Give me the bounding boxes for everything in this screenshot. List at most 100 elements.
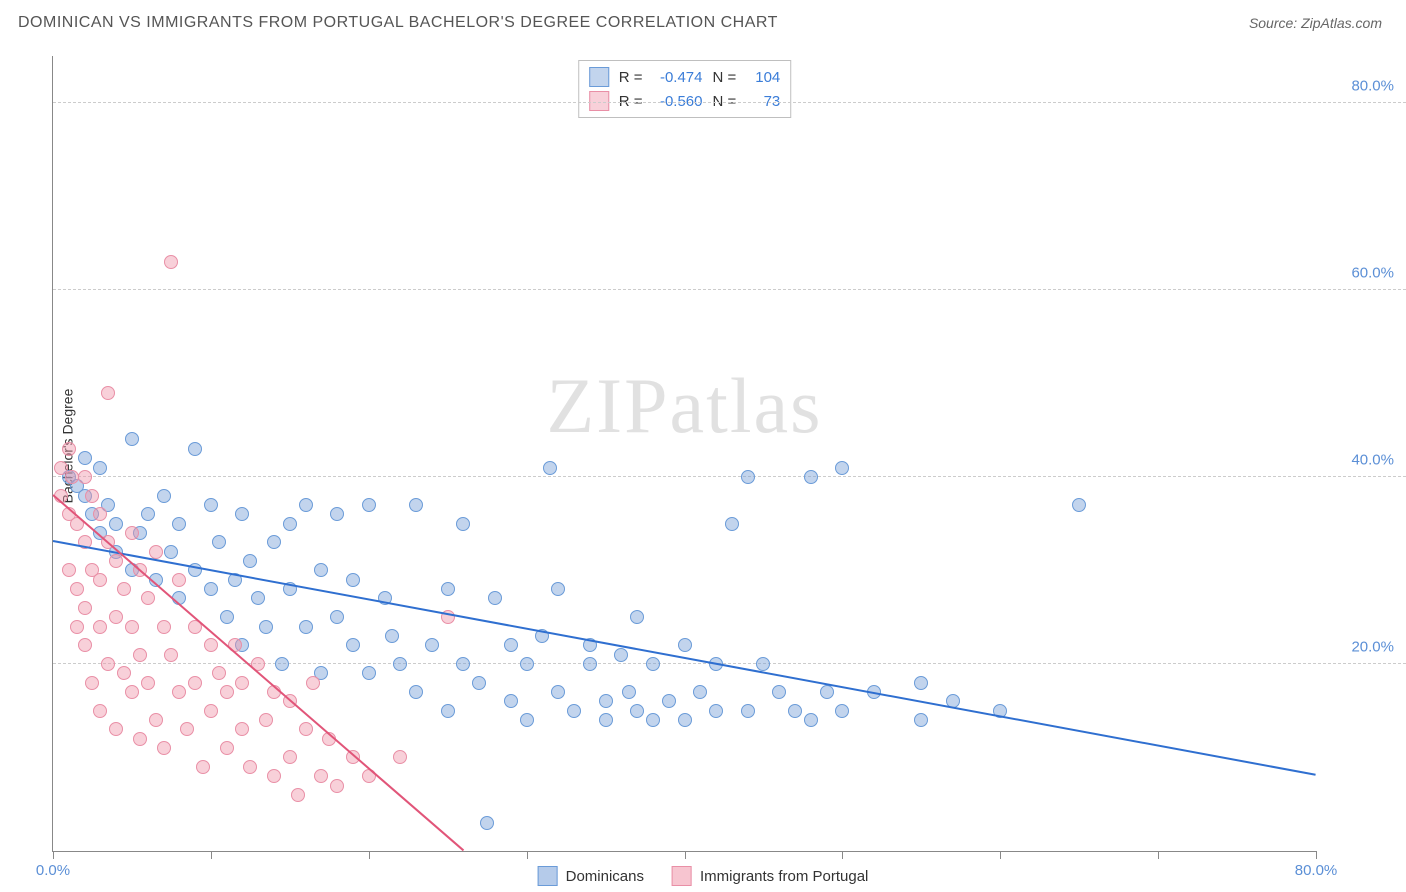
scatter-point: [804, 470, 818, 484]
scatter-point: [164, 545, 178, 559]
scatter-point: [283, 517, 297, 531]
x-tick: [1000, 851, 1001, 859]
scatter-point: [141, 591, 155, 605]
n-value: 104: [746, 69, 780, 86]
y-tick-label: 60.0%: [1351, 264, 1394, 281]
scatter-point: [678, 638, 692, 652]
scatter-point: [820, 685, 834, 699]
scatter-point: [472, 676, 486, 690]
gridline: [53, 289, 1406, 290]
scatter-point: [425, 638, 439, 652]
scatter-point: [330, 507, 344, 521]
scatter-point: [456, 517, 470, 531]
correlation-stats-box: R =-0.474N =104R =-0.560N =73: [578, 60, 792, 118]
scatter-point: [914, 713, 928, 727]
scatter-point: [157, 741, 171, 755]
scatter-point: [385, 629, 399, 643]
scatter-point: [204, 638, 218, 652]
scatter-point: [788, 704, 802, 718]
scatter-point: [583, 657, 597, 671]
scatter-point: [662, 694, 676, 708]
scatter-point: [614, 648, 628, 662]
scatter-point: [141, 676, 155, 690]
scatter-point: [409, 498, 423, 512]
scatter-point: [543, 461, 557, 475]
scatter-point: [235, 507, 249, 521]
r-value: -0.474: [653, 69, 703, 86]
source-attribution: Source: ZipAtlas.com: [1249, 15, 1382, 31]
scatter-point: [212, 535, 226, 549]
scatter-point: [109, 722, 123, 736]
scatter-point: [62, 563, 76, 577]
scatter-point: [251, 591, 265, 605]
legend-label: Immigrants from Portugal: [700, 868, 868, 885]
watermark-logo: ZIPatlas: [547, 361, 823, 451]
scatter-point: [346, 573, 360, 587]
scatter-point: [101, 386, 115, 400]
scatter-point: [1072, 498, 1086, 512]
scatter-point: [93, 620, 107, 634]
scatter-point: [125, 685, 139, 699]
scatter-point: [93, 704, 107, 718]
scatter-point: [362, 666, 376, 680]
scatter-point: [109, 517, 123, 531]
scatter-point: [243, 760, 257, 774]
scatter-point: [62, 442, 76, 456]
scatter-point: [196, 760, 210, 774]
x-tick-label: 0.0%: [36, 862, 70, 879]
scatter-point: [78, 638, 92, 652]
scatter-point: [78, 470, 92, 484]
scatter-point: [441, 582, 455, 596]
y-tick-label: 40.0%: [1351, 451, 1394, 468]
gridline: [53, 476, 1406, 477]
scatter-point: [259, 713, 273, 727]
source-link[interactable]: ZipAtlas.com: [1301, 15, 1382, 31]
scatter-point: [109, 610, 123, 624]
stats-row: R =-0.474N =104: [589, 65, 781, 89]
scatter-point: [520, 657, 534, 671]
scatter-point: [188, 676, 202, 690]
scatter-point: [149, 713, 163, 727]
scatter-point: [725, 517, 739, 531]
scatter-point: [330, 779, 344, 793]
scatter-point: [299, 722, 313, 736]
scatter-point: [283, 750, 297, 764]
scatter-point: [630, 610, 644, 624]
scatter-point: [125, 526, 139, 540]
scatter-point: [212, 666, 226, 680]
scatter-point: [709, 704, 723, 718]
trend-line: [52, 494, 464, 851]
scatter-point: [346, 638, 360, 652]
scatter-point: [480, 816, 494, 830]
watermark-bold: ZIP: [547, 362, 670, 449]
legend-item: Immigrants from Portugal: [672, 866, 868, 886]
scatter-point: [551, 582, 565, 596]
legend-swatch: [538, 866, 558, 886]
legend-swatch: [589, 67, 609, 87]
scatter-point: [393, 657, 407, 671]
scatter-point: [267, 769, 281, 783]
scatter-point: [93, 573, 107, 587]
scatter-point: [204, 582, 218, 596]
scatter-point: [551, 685, 565, 699]
scatter-point: [804, 713, 818, 727]
scatter-point: [646, 657, 660, 671]
scatter-point: [204, 498, 218, 512]
scatter-point: [235, 722, 249, 736]
scatter-point: [85, 489, 99, 503]
x-tick-label: 80.0%: [1295, 862, 1338, 879]
scatter-point: [456, 657, 470, 671]
x-tick: [842, 851, 843, 859]
scatter-point: [772, 685, 786, 699]
scatter-point: [220, 685, 234, 699]
scatter-point: [149, 545, 163, 559]
scatter-point: [504, 638, 518, 652]
scatter-point: [157, 489, 171, 503]
legend-swatch: [672, 866, 692, 886]
scatter-point: [93, 461, 107, 475]
scatter-point: [188, 442, 202, 456]
scatter-point: [362, 498, 376, 512]
scatter-point: [741, 470, 755, 484]
scatter-point: [267, 535, 281, 549]
scatter-point: [441, 704, 455, 718]
